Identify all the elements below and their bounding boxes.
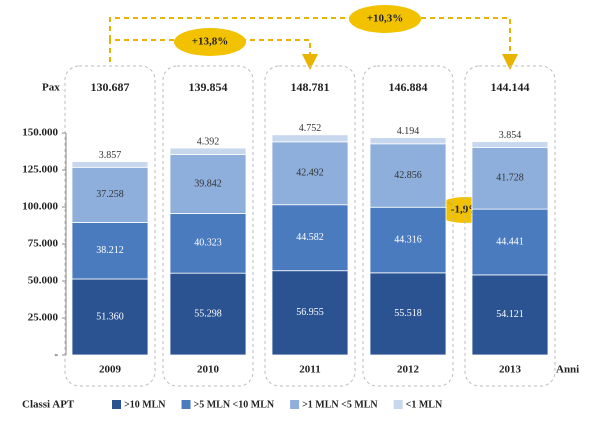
- bar-segment: [71, 222, 149, 280]
- value-label: 3.854: [499, 130, 522, 141]
- total-label: 148.781: [291, 80, 330, 94]
- value-label: 4.392: [197, 136, 220, 147]
- value-label: 55.298: [194, 308, 222, 319]
- total-label: 146.884: [389, 80, 428, 94]
- bar-segment: [471, 141, 549, 148]
- arrow: [439, 197, 503, 232]
- value-label: 54.121: [496, 309, 524, 320]
- column-frame: [162, 65, 254, 387]
- legend-swatch: [112, 400, 121, 409]
- bar-segment: [471, 274, 549, 356]
- y-tick-label: 50.000: [28, 275, 59, 287]
- value-label: 44.441: [496, 236, 524, 247]
- legend-swatch: [290, 400, 300, 409]
- badge: [349, 5, 421, 33]
- bar-segment: [369, 143, 447, 208]
- annotation: +10,3%: [367, 13, 404, 25]
- bar-segment: [369, 272, 447, 356]
- value-label: 42.492: [296, 168, 324, 179]
- bar-segment: [169, 272, 247, 356]
- column-frame: [464, 65, 556, 387]
- bar-segment: [471, 146, 549, 210]
- y-tick-label: 100.000: [22, 201, 58, 213]
- total-label: 130.687: [91, 80, 130, 94]
- bar-segment: [169, 147, 247, 155]
- x-tick-label: 2011: [299, 364, 320, 376]
- total-label: 139.854: [189, 80, 228, 94]
- x-tick-label: 2013: [499, 364, 522, 376]
- value-label: 38.212: [96, 245, 124, 256]
- legend-label: >5 MLN <10 MLN: [194, 399, 275, 410]
- legend-label: >10 MLN: [124, 399, 166, 410]
- x-tick-label: 2012: [397, 364, 420, 376]
- bar-segment: [71, 166, 149, 223]
- value-label: 40.323: [194, 238, 222, 249]
- bar-segment: [369, 137, 447, 145]
- value-label: 42.856: [394, 170, 422, 181]
- total-label: 144.144: [491, 80, 530, 94]
- bar-segment: [271, 204, 349, 272]
- x-tick-label: 2010: [197, 364, 220, 376]
- y-tick-label: 25.000: [28, 312, 59, 324]
- legend-swatch: [181, 400, 191, 409]
- value-label: 44.316: [394, 234, 422, 245]
- annotation: +13,8%: [192, 36, 229, 48]
- value-label: 56.955: [296, 307, 324, 318]
- value-label: 41.728: [496, 173, 524, 184]
- bar-segment: [369, 206, 447, 274]
- bar-segment: [471, 208, 549, 276]
- y-tick-label: -: [54, 349, 58, 361]
- column-frame: [264, 65, 356, 387]
- bar-segment: [169, 213, 247, 274]
- value-label: 4.752: [299, 123, 322, 134]
- value-label: 51.360: [96, 311, 124, 322]
- legend-label: >1 MLN <5 MLN: [302, 399, 378, 410]
- arrow: [109, 17, 518, 70]
- legend-title: Classi APT: [22, 399, 75, 411]
- y-tick-label: 125.000: [22, 164, 58, 176]
- bar-segment: [71, 161, 149, 168]
- column-frame: [362, 65, 454, 387]
- bar-segment: [271, 141, 349, 206]
- value-label: 37.258: [96, 189, 124, 200]
- y-tick-label: 75.000: [28, 238, 59, 250]
- value-label: 3.857: [99, 150, 122, 161]
- legend-label: <1 MLN: [406, 399, 443, 410]
- legend-swatch: [393, 400, 403, 409]
- y-axis-label: Pax: [42, 82, 60, 94]
- value-label: 44.582: [296, 232, 324, 243]
- column-frame: [64, 65, 156, 387]
- bar-segment: [271, 134, 349, 143]
- value-label: 4.194: [397, 126, 420, 137]
- bar-segment: [271, 270, 349, 356]
- value-label: 55.518: [394, 308, 422, 319]
- bar-segment: [169, 154, 247, 214]
- x-tick-label: 2009: [99, 364, 122, 376]
- badge: [174, 28, 246, 56]
- y-tick-label: 150.000: [22, 127, 58, 139]
- x-axis-label: Anni: [556, 364, 579, 376]
- bar-segment: [71, 278, 149, 356]
- value-label: 39.842: [194, 178, 222, 189]
